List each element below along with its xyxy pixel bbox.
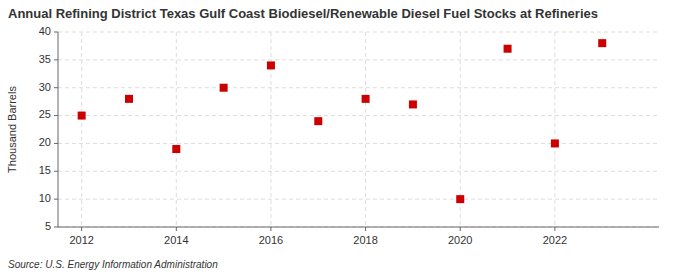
- x-grid-line: [176, 32, 177, 227]
- point: [172, 145, 180, 153]
- y-tick: [54, 199, 58, 200]
- y-axis-label: Thousand Barrels: [6, 86, 18, 173]
- y-tick-label: 20: [39, 136, 51, 148]
- x-tick: [554, 227, 555, 231]
- y-tick: [54, 227, 58, 228]
- y-tick: [54, 87, 58, 88]
- y-grid-line: [58, 32, 659, 33]
- x-tick: [81, 227, 82, 231]
- x-tick: [270, 227, 271, 231]
- point: [220, 84, 228, 92]
- y-axis: [58, 32, 59, 227]
- x-grid-line: [270, 32, 271, 227]
- y-grid-line: [58, 115, 659, 116]
- x-tick-label: 2012: [69, 234, 93, 246]
- y-tick-label: 40: [39, 25, 51, 37]
- point: [362, 95, 370, 103]
- y-tick-label: 10: [39, 192, 51, 204]
- x-grid-line: [365, 32, 366, 227]
- y-tick-label: 5: [45, 220, 51, 232]
- x-tick-label: 2022: [543, 234, 567, 246]
- y-tick: [54, 143, 58, 144]
- y-grid-line: [58, 199, 659, 200]
- y-grid-line: [58, 59, 659, 60]
- y-grid-line: [58, 227, 659, 228]
- x-axis: [58, 227, 659, 228]
- point: [409, 100, 417, 108]
- y-grid-line: [58, 87, 659, 88]
- x-tick: [365, 227, 366, 231]
- x-tick: [460, 227, 461, 231]
- x-tick-label: 2016: [259, 234, 283, 246]
- y-tick-label: 15: [39, 164, 51, 176]
- y-tick: [54, 115, 58, 116]
- chart: 5 10 15 20 25 30 35 40 2012 2014 2016 2018 2020 2022 T…: [0, 0, 675, 275]
- y-tick: [54, 171, 58, 172]
- y-tick: [54, 59, 58, 60]
- point: [78, 112, 86, 120]
- y-tick-label: 30: [39, 81, 51, 93]
- y-grid-line: [58, 171, 659, 172]
- title: Annual Refining District Texas Gulf Coas…: [8, 6, 598, 21]
- x-tick-label: 2020: [448, 234, 472, 246]
- grid: [58, 32, 659, 227]
- point: [598, 39, 606, 47]
- x-tick-label: 2018: [353, 234, 377, 246]
- point: [267, 61, 275, 69]
- point: [504, 45, 512, 53]
- point: [314, 117, 322, 125]
- y-tick-label: 35: [39, 53, 51, 65]
- x-tick-label: 2014: [164, 234, 188, 246]
- point: [456, 195, 464, 203]
- point: [551, 139, 559, 147]
- x-grid-line: [554, 32, 555, 227]
- y-tick-label: 25: [39, 108, 51, 120]
- y-tick: [54, 32, 58, 33]
- y-grid-line: [58, 143, 659, 144]
- x-tick: [176, 227, 177, 231]
- point: [125, 95, 133, 103]
- source-note: Source: U.S. Energy Information Administ…: [8, 259, 218, 270]
- x-grid-line: [81, 32, 82, 227]
- points: [78, 39, 607, 203]
